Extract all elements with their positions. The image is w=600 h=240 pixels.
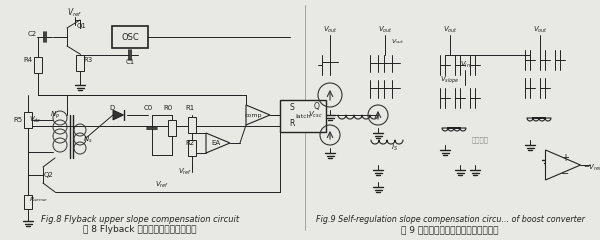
Text: R: R (289, 119, 295, 127)
Text: 图 9 升压型转换器自调节斜坡补偿电路: 图 9 升压型转换器自调节斜坡补偿电路 (401, 226, 499, 234)
Text: Q1: Q1 (77, 23, 87, 29)
Text: $V_{out}$: $V_{out}$ (443, 25, 457, 35)
Text: $V_{in}$: $V_{in}$ (460, 60, 470, 70)
Text: $V_{ref}$: $V_{ref}$ (67, 7, 83, 19)
Bar (112, 26, 148, 48)
Text: C1: C1 (125, 59, 134, 65)
Text: comp: comp (244, 113, 262, 118)
Polygon shape (113, 110, 124, 120)
Text: $R_{sense}$: $R_{sense}$ (29, 196, 47, 204)
Polygon shape (545, 150, 581, 180)
Text: R2: R2 (185, 140, 194, 146)
Text: $N_p$: $N_p$ (50, 109, 60, 121)
Text: S: S (290, 102, 295, 112)
Text: $N_s$: $N_s$ (83, 135, 93, 145)
Text: 图 8 Flyback 上斜坡补偿具体电路实现: 图 8 Flyback 上斜坡补偿具体电路实现 (83, 226, 197, 234)
Text: $V_{slope}$: $V_{slope}$ (440, 74, 460, 86)
Text: 电源联明: 电源联明 (472, 137, 488, 143)
Text: Fig.9 Self-regulation slope compensation circu... of boost converter: Fig.9 Self-regulation slope compensation… (316, 216, 584, 224)
Bar (34, 57, 42, 73)
Text: C0: C0 (143, 105, 152, 111)
Bar (24, 195, 32, 209)
Bar (188, 140, 196, 156)
Polygon shape (246, 105, 270, 125)
Text: $V_{out}$: $V_{out}$ (533, 25, 547, 35)
Text: $V_{ref}$: $V_{ref}$ (155, 180, 169, 190)
Text: $I_S$: $I_S$ (391, 143, 398, 153)
Text: $V_{csc}$: $V_{csc}$ (308, 110, 322, 120)
Text: Q: Q (314, 102, 320, 112)
Text: $V_{ref}$: $V_{ref}$ (178, 167, 192, 177)
Bar (188, 117, 196, 133)
Text: Q2: Q2 (43, 172, 53, 178)
Text: R0: R0 (163, 105, 173, 111)
Text: $V_{out}$: $V_{out}$ (377, 25, 392, 35)
Text: R4: R4 (23, 57, 32, 63)
Bar (168, 120, 176, 136)
Bar (76, 55, 84, 71)
Text: R5: R5 (13, 117, 23, 123)
Text: EA: EA (211, 140, 221, 146)
Text: $V_{dc}$: $V_{dc}$ (29, 115, 41, 125)
Polygon shape (206, 133, 230, 153)
Bar (280, 100, 326, 132)
Text: latch: latch (295, 114, 311, 119)
Text: R3: R3 (83, 57, 92, 63)
Text: $-V_{ref}$: $-V_{ref}$ (583, 163, 600, 173)
Text: C2: C2 (28, 31, 37, 37)
Text: OSC: OSC (121, 32, 139, 42)
Text: D: D (109, 105, 115, 111)
Text: +: + (561, 153, 569, 163)
Text: $V_{out}$: $V_{out}$ (323, 25, 337, 35)
Text: $-$: $-$ (560, 167, 569, 177)
Text: $V_{out}$: $V_{out}$ (391, 37, 405, 47)
Text: R1: R1 (185, 105, 194, 111)
Bar (24, 112, 32, 128)
Text: Fig.8 Flyback upper slope compensation circuit: Fig.8 Flyback upper slope compensation c… (41, 216, 239, 224)
